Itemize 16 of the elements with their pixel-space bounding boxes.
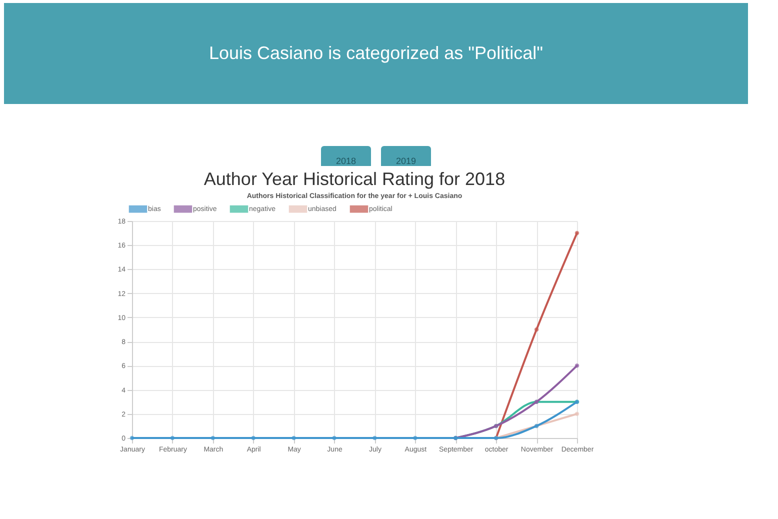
chart-title: Author Year Historical Rating for 2018 — [204, 169, 506, 189]
point — [210, 436, 216, 440]
point — [534, 327, 539, 332]
point — [332, 436, 336, 440]
text: 2018 — [336, 156, 356, 166]
text: 2019 — [396, 156, 416, 166]
point — [292, 436, 296, 440]
point — [170, 436, 175, 440]
point — [372, 436, 377, 440]
point — [130, 436, 134, 440]
point — [574, 412, 580, 416]
point — [413, 436, 418, 440]
point — [574, 364, 580, 368]
point — [574, 230, 580, 236]
point — [251, 436, 256, 440]
text: Louis Casiano is categorized as "Political" — [4, 3, 748, 104]
